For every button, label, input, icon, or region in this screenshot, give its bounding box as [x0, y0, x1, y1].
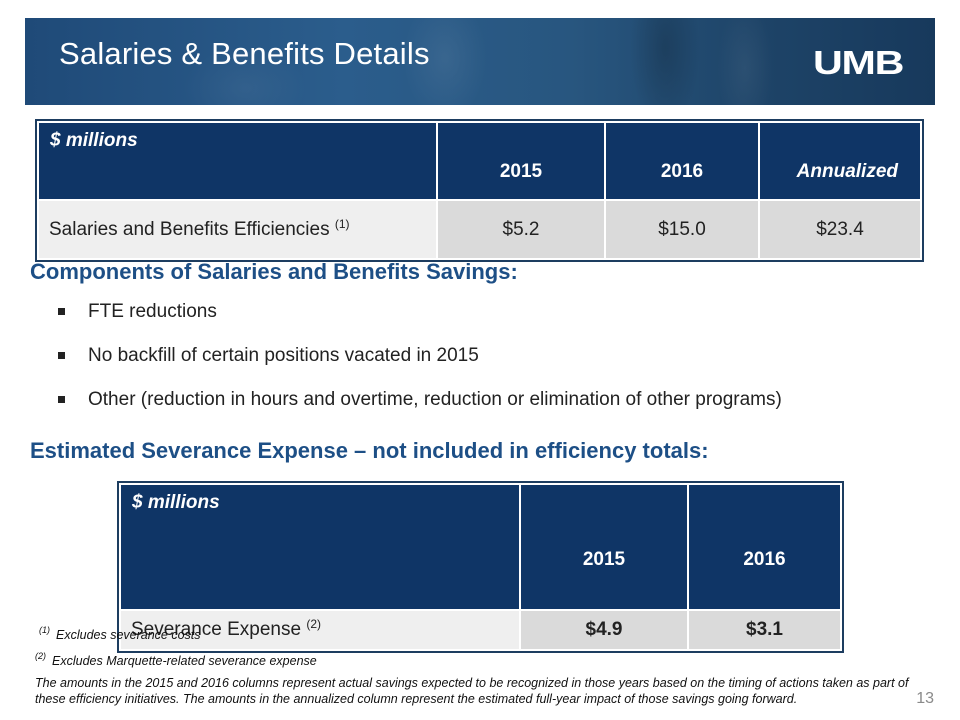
column-header-annualized: Annualized	[758, 121, 922, 201]
value-annualized: $23.4	[758, 199, 922, 260]
bullet-square-icon	[58, 396, 65, 403]
disclaimer-text: The amounts in the 2015 and 2016 columns…	[35, 676, 909, 706]
footnote-2: (2) Excludes Marquette-related severance …	[35, 651, 317, 668]
table-units-label: $ millions	[119, 483, 521, 611]
bullet-square-icon	[58, 308, 65, 315]
footnote-1: (1) Excludes severance costs	[39, 625, 201, 642]
list-item-text: FTE reductions	[88, 301, 217, 322]
row-label: Severance Expense (2)	[119, 609, 521, 651]
umb-logo: UMB	[812, 44, 904, 81]
value-2016: $15.0	[604, 199, 760, 260]
column-header-2016: 2016	[604, 121, 760, 201]
footnote-text: Excludes Marquette-related severance exp…	[52, 654, 317, 668]
list-item: FTE reductions	[58, 300, 782, 344]
list-item: No backfill of certain positions vacated…	[58, 344, 782, 388]
row-label-text: Salaries and Benefits Efficiencies	[49, 218, 330, 240]
components-list: FTE reductions No backfill of certain po…	[58, 300, 782, 432]
severance-table: $ millions 2015 2016 Severance Expense (…	[117, 481, 844, 653]
list-item-text: No backfill of certain positions vacated…	[88, 345, 479, 366]
footnote-ref: (1)	[334, 216, 350, 231]
list-item: Other (reduction in hours and overtime, …	[58, 388, 782, 432]
value-2015: $5.2	[436, 199, 606, 260]
efficiencies-table: $ millions 2015 2016 Annualized Salaries…	[35, 119, 924, 262]
table-units-label: $ millions	[37, 121, 438, 201]
bullet-square-icon	[58, 352, 65, 359]
footnote-ref: (2)	[306, 617, 322, 631]
value-2016: $3.1	[687, 609, 842, 651]
footnote-text: Excludes severance costs	[56, 628, 201, 642]
column-header-2016: 2016	[687, 483, 842, 611]
title-banner: Salaries & Benefits Details UMB	[25, 18, 935, 105]
banner-texture	[25, 18, 935, 105]
table-header-row: $ millions 2015 2016	[119, 483, 842, 611]
footnote-marker: (1)	[39, 625, 50, 635]
column-header-2015: 2015	[436, 121, 606, 201]
list-item-text: Other (reduction in hours and overtime, …	[88, 389, 782, 410]
table-header-row: $ millions 2015 2016 Annualized	[37, 121, 922, 201]
page-title: Salaries & Benefits Details	[59, 36, 430, 71]
footnote-marker: (2)	[35, 651, 46, 661]
value-2015: $4.9	[519, 609, 689, 651]
column-header-2015: 2015	[519, 483, 689, 611]
components-heading: Components of Salaries and Benefits Savi…	[30, 259, 518, 284]
table-row: Severance Expense (2) $4.9 $3.1	[119, 609, 842, 651]
page-number: 13	[916, 690, 934, 707]
row-label: Salaries and Benefits Efficiencies (1)	[37, 199, 438, 260]
severance-heading: Estimated Severance Expense – not includ…	[30, 438, 709, 463]
row-label-text: Severance Expense	[131, 619, 302, 640]
table-row: Salaries and Benefits Efficiencies (1) $…	[37, 199, 922, 260]
